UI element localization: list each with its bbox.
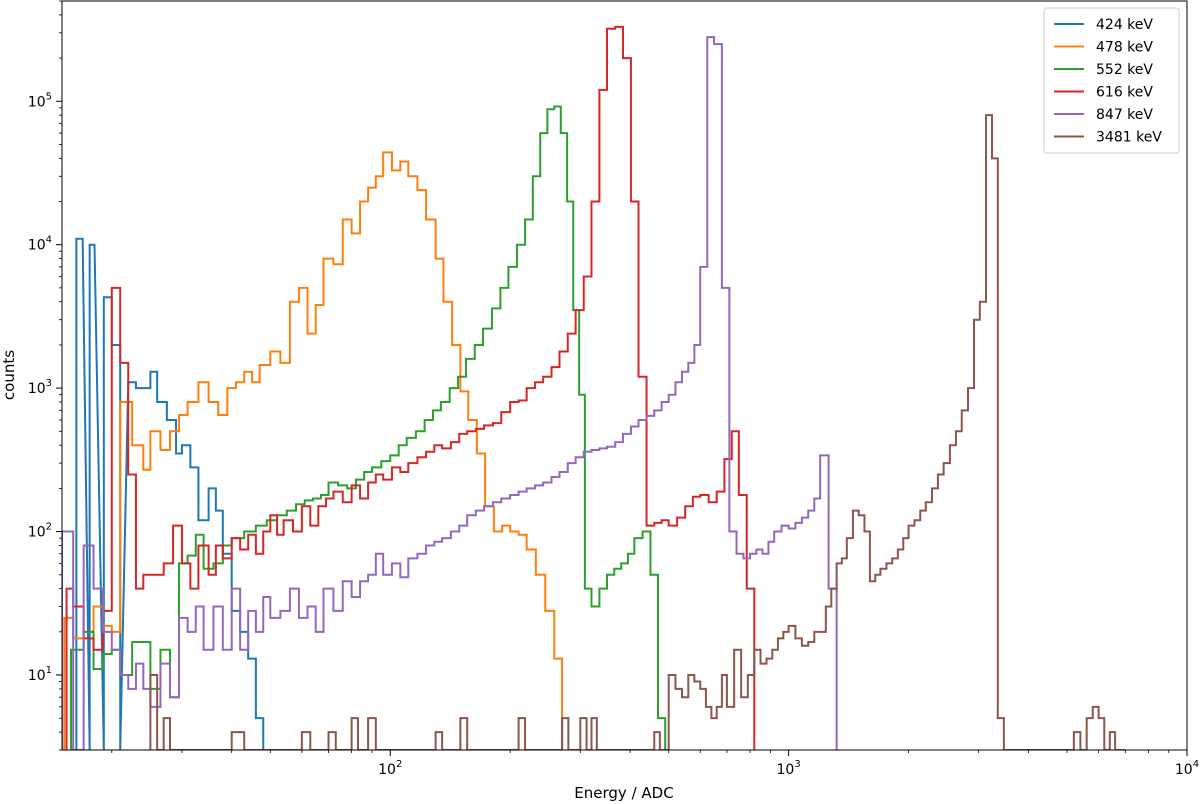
legend-box	[1043, 7, 1180, 154]
plot-frame	[61, 0, 1188, 751]
tick-label-x-1000: 103	[777, 759, 801, 778]
tick-label-x-100: 102	[378, 759, 402, 778]
legend[interactable]: 424 keV 478 keV 552 keV 616 keV 847 keV 3481 …	[1043, 7, 1180, 154]
legend-label-847-kev: 847 keV	[1096, 107, 1153, 123]
legend-label-424-kev: 424 keV	[1096, 17, 1153, 33]
tick-label-y-1000: 103	[28, 378, 52, 397]
series-line-552-kev	[69, 105, 667, 750]
series-line-3481-kev	[149, 114, 1126, 750]
legend-label-616-kev: 616 keV	[1096, 85, 1153, 101]
tick-label-y-10: 101	[28, 665, 52, 684]
y-axis: 101 102 103 104 105	[28, 0, 62, 751]
x-axis: 102 103 104	[111, 750, 1199, 778]
series-line-616-kev	[65, 25, 756, 750]
series-group	[62, 25, 1126, 750]
tick-label-y-100000: 105	[28, 91, 52, 110]
series-line-478-kev	[63, 151, 564, 750]
tick-label-y-10000: 104	[28, 235, 52, 254]
tick-label-y-100: 102	[28, 522, 52, 541]
legend-label-478-kev: 478 keV	[1096, 40, 1153, 56]
legend-label-552-kev: 552 keV	[1096, 62, 1153, 78]
series-line-847-kev	[62, 36, 838, 750]
x-axis-label: Energy / ADC	[574, 784, 673, 802]
y-axis-label: counts	[0, 350, 18, 400]
legend-label-3481-kev: 3481 keV	[1096, 130, 1162, 146]
tick-label-x-10000: 104	[1175, 759, 1199, 778]
